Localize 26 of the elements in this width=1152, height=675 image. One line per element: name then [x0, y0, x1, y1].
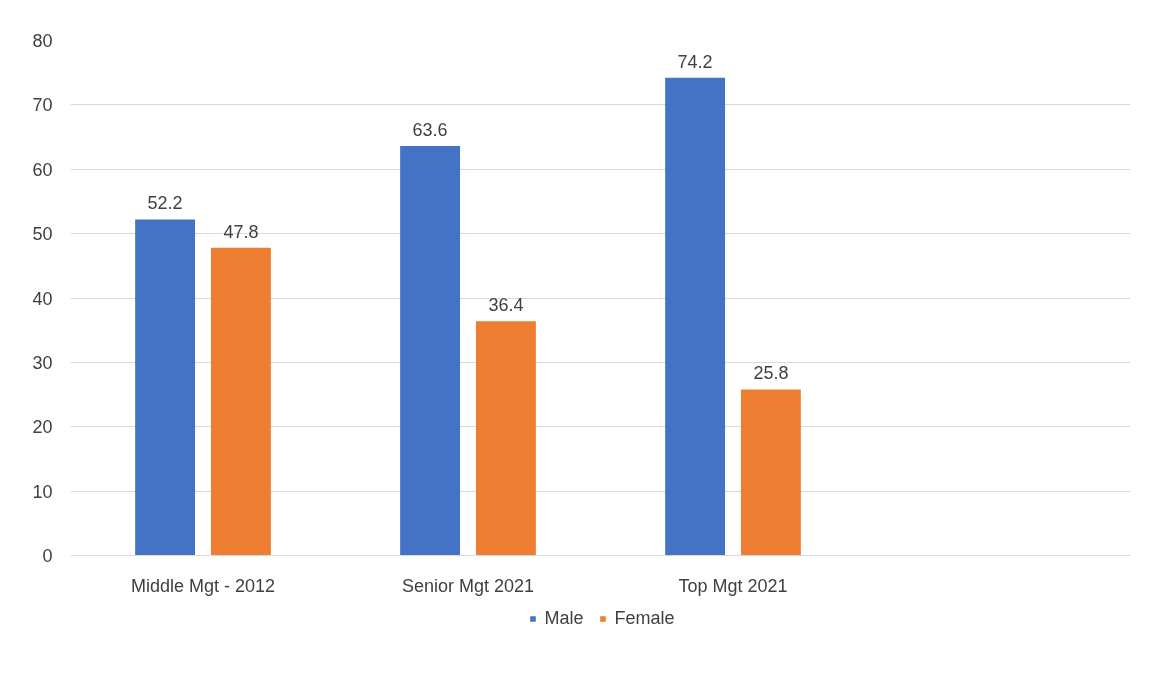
y-tick-label: 50 — [32, 224, 53, 245]
data-label: 47.8 — [223, 221, 259, 242]
bar — [210, 247, 271, 556]
x-tick-label: Senior Mgt 2021 — [401, 575, 535, 596]
data-label: 63.6 — [412, 120, 448, 141]
y-tick-label: 40 — [32, 288, 53, 309]
bar — [740, 389, 801, 556]
y-tick-label: 30 — [32, 352, 53, 373]
x-tick-label: Top Mgt 2021 — [678, 575, 788, 596]
data-label: 25.8 — [753, 363, 789, 384]
bar — [400, 146, 461, 556]
y-tick-label: 70 — [32, 95, 53, 116]
bar — [135, 219, 196, 556]
bar — [475, 321, 536, 556]
data-label: 36.4 — [488, 295, 524, 316]
x-tick-label: Middle Mgt - 2012 — [130, 575, 276, 596]
y-tick-label: 20 — [32, 417, 53, 438]
bar — [665, 77, 726, 556]
data-label: 74.2 — [677, 51, 713, 72]
data-label: 52.2 — [147, 193, 183, 214]
y-tick-label: 80 — [32, 31, 53, 51]
y-tick-label: 60 — [32, 159, 53, 180]
y-tick-label: 10 — [32, 481, 53, 502]
legend-label: Female — [614, 607, 675, 629]
legend-label: Male — [544, 607, 584, 629]
y-tick-label: 0 — [42, 546, 53, 566]
